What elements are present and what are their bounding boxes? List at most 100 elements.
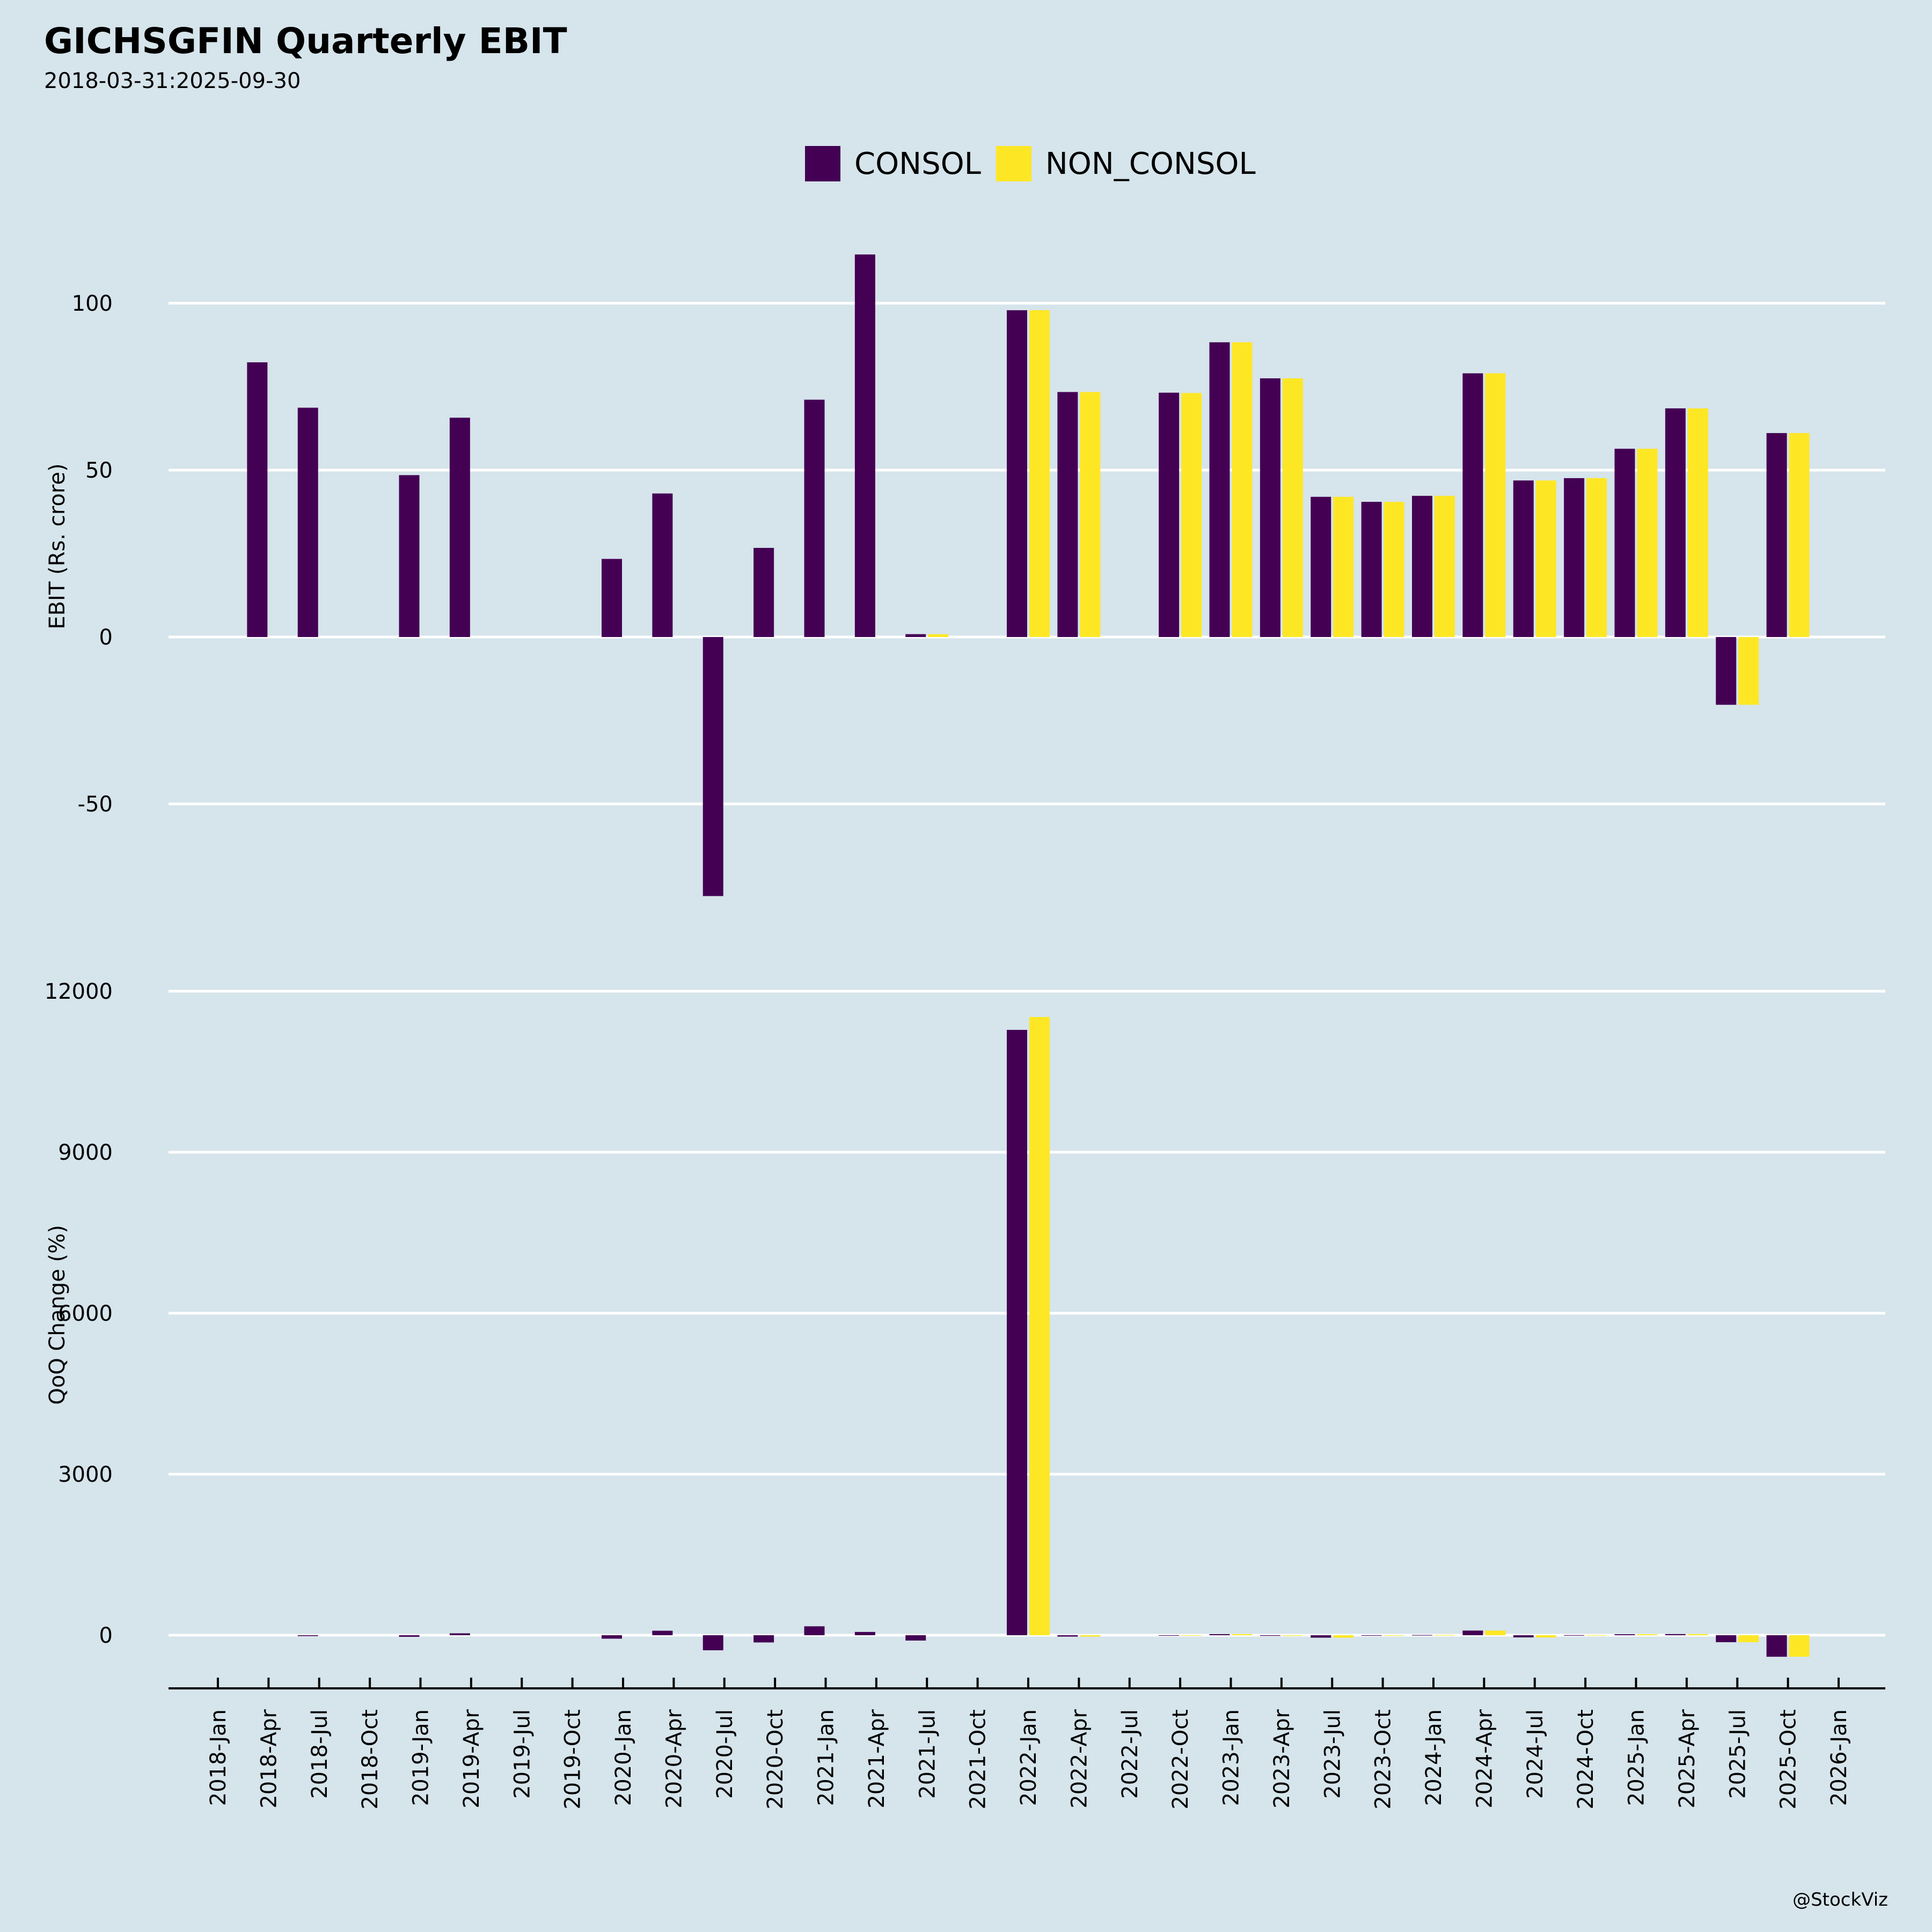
consol-qoq-bar[interactable] bbox=[399, 1635, 420, 1637]
non-consol-qoq-bar[interactable] bbox=[1485, 1630, 1506, 1635]
consol-ebit-bar[interactable] bbox=[1311, 496, 1331, 637]
consol-qoq-bar[interactable] bbox=[1209, 1634, 1230, 1635]
bottom-y-axis-title: QoQ Change (%) bbox=[45, 1225, 70, 1404]
consol-ebit-bar[interactable] bbox=[247, 362, 268, 637]
consol-ebit-bar[interactable] bbox=[1361, 502, 1382, 637]
consol-qoq-bar[interactable] bbox=[804, 1626, 825, 1635]
consol-ebit-bar[interactable] bbox=[1412, 495, 1432, 637]
non-consol-ebit-bar[interactable] bbox=[1586, 478, 1607, 637]
consol-ebit-bar[interactable] bbox=[602, 559, 622, 637]
consol-ebit-bar[interactable] bbox=[804, 399, 825, 637]
consol-ebit-bar[interactable] bbox=[1260, 378, 1280, 637]
x-tick-label: 2020-Jul bbox=[713, 1709, 737, 1799]
consol-qoq-bar[interactable] bbox=[1412, 1635, 1432, 1636]
bottom-panel-y-ticks: 12000 9000 6000 3000 0 bbox=[45, 979, 113, 1648]
consol-ebit-bar[interactable] bbox=[399, 475, 420, 637]
consol-ebit-bar[interactable] bbox=[1209, 342, 1230, 637]
x-tick-label: 2024-Jul bbox=[1523, 1709, 1548, 1799]
top-panel-bars bbox=[247, 254, 1810, 896]
consol-qoq-bar[interactable] bbox=[1260, 1635, 1280, 1636]
chart-subtitle: 2018-03-31:2025-09-30 bbox=[44, 69, 301, 93]
consol-qoq-bar[interactable] bbox=[702, 1635, 723, 1651]
consol-qoq-bar[interactable] bbox=[652, 1630, 673, 1635]
consol-qoq-bar[interactable] bbox=[1007, 1030, 1027, 1635]
top-panel-y-ticks: 100 50 0 -50 bbox=[72, 291, 113, 817]
non-consol-ebit-bar[interactable] bbox=[1637, 449, 1658, 637]
consol-qoq-bar[interactable] bbox=[449, 1633, 470, 1635]
consol-ebit-bar[interactable] bbox=[449, 418, 470, 637]
non-consol-ebit-bar[interactable] bbox=[1080, 392, 1101, 637]
consol-ebit-bar[interactable] bbox=[1513, 480, 1534, 637]
consol-ebit-bar[interactable] bbox=[1007, 310, 1027, 637]
legend-item-non-consol[interactable]: NON_CONSOL bbox=[996, 146, 1256, 181]
non-consol-qoq-bar[interactable] bbox=[1687, 1634, 1708, 1635]
consol-qoq-bar[interactable] bbox=[1716, 1635, 1737, 1642]
non-consol-ebit-bar[interactable] bbox=[1029, 310, 1050, 637]
consol-qoq-bar[interactable] bbox=[1361, 1635, 1382, 1636]
consol-ebit-bar[interactable] bbox=[1159, 392, 1180, 637]
non-consol-ebit-bar[interactable] bbox=[1789, 433, 1810, 637]
consol-qoq-bar[interactable] bbox=[1462, 1630, 1483, 1635]
consol-qoq-bar[interactable] bbox=[297, 1635, 318, 1636]
consol-ebit-bar[interactable] bbox=[1057, 392, 1078, 637]
legend-item-consol[interactable]: CONSOL bbox=[805, 146, 981, 181]
consol-qoq-bar[interactable] bbox=[1614, 1634, 1635, 1635]
top-y-tick-label: -50 bbox=[78, 792, 113, 817]
consol-qoq-bar[interactable] bbox=[1564, 1635, 1585, 1636]
non-consol-qoq-bar[interactable] bbox=[1586, 1635, 1607, 1636]
non-consol-qoq-bar[interactable] bbox=[1384, 1635, 1404, 1636]
consol-qoq-bar[interactable] bbox=[1159, 1635, 1180, 1636]
consol-ebit-bar[interactable] bbox=[1462, 373, 1483, 637]
consol-ebit-bar[interactable] bbox=[1564, 478, 1585, 637]
non-consol-qoq-bar[interactable] bbox=[1435, 1635, 1455, 1636]
consol-qoq-bar[interactable] bbox=[1513, 1635, 1534, 1638]
non-consol-ebit-bar[interactable] bbox=[1181, 393, 1202, 637]
consol-ebit-bar[interactable] bbox=[753, 547, 774, 637]
consol-qoq-bar[interactable] bbox=[1766, 1635, 1787, 1657]
consol-qoq-bar[interactable] bbox=[602, 1635, 622, 1639]
non-consol-qoq-bar[interactable] bbox=[1789, 1635, 1810, 1657]
non-consol-qoq-bar[interactable] bbox=[1333, 1635, 1354, 1638]
non-consol-qoq-bar[interactable] bbox=[1181, 1635, 1202, 1636]
legend-label-non-consol: NON_CONSOL bbox=[1045, 146, 1256, 181]
non-consol-ebit-bar[interactable] bbox=[1738, 637, 1759, 705]
non-consol-ebit-bar[interactable] bbox=[1384, 502, 1404, 637]
x-tick-label: 2019-Jan bbox=[409, 1709, 434, 1806]
consol-qoq-bar[interactable] bbox=[753, 1635, 774, 1643]
consol-ebit-bar[interactable] bbox=[702, 637, 723, 896]
non-consol-qoq-bar[interactable] bbox=[1080, 1635, 1101, 1637]
consol-ebit-bar[interactable] bbox=[905, 634, 926, 637]
non-consol-qoq-bar[interactable] bbox=[1029, 1017, 1050, 1635]
non-consol-qoq-bar[interactable] bbox=[1637, 1634, 1658, 1635]
consol-ebit-bar[interactable] bbox=[1665, 408, 1686, 637]
consol-qoq-bar[interactable] bbox=[1665, 1634, 1686, 1635]
consol-ebit-bar[interactable] bbox=[1716, 637, 1737, 705]
non-consol-ebit-bar[interactable] bbox=[1282, 378, 1303, 637]
consol-ebit-bar[interactable] bbox=[652, 493, 673, 637]
non-consol-ebit-bar[interactable] bbox=[1485, 373, 1506, 637]
x-tick-label: 2025-Apr bbox=[1675, 1709, 1700, 1808]
non-consol-ebit-bar[interactable] bbox=[1333, 496, 1354, 637]
x-tick-label: 2023-Jan bbox=[1219, 1709, 1244, 1806]
non-consol-qoq-bar[interactable] bbox=[1232, 1634, 1253, 1635]
x-tick-label: 2024-Apr bbox=[1472, 1709, 1497, 1808]
non-consol-qoq-bar[interactable] bbox=[1535, 1635, 1556, 1638]
non-consol-ebit-bar[interactable] bbox=[1687, 408, 1708, 637]
non-consol-qoq-bar[interactable] bbox=[1282, 1635, 1303, 1636]
consol-qoq-bar[interactable] bbox=[905, 1635, 926, 1641]
non-consol-ebit-bar[interactable] bbox=[928, 634, 949, 637]
consol-ebit-bar[interactable] bbox=[1766, 433, 1787, 637]
consol-qoq-bar[interactable] bbox=[854, 1631, 875, 1635]
non-consol-ebit-bar[interactable] bbox=[1535, 480, 1556, 637]
non-consol-ebit-bar[interactable] bbox=[1232, 342, 1253, 637]
consol-ebit-bar[interactable] bbox=[854, 254, 875, 637]
x-tick-label: 2025-Jan bbox=[1624, 1709, 1649, 1806]
non-consol-qoq-bar[interactable] bbox=[1738, 1635, 1759, 1642]
x-tick-label: 2024-Jan bbox=[1422, 1709, 1446, 1806]
non-consol-ebit-bar[interactable] bbox=[1435, 495, 1455, 637]
consol-ebit-bar[interactable] bbox=[1614, 449, 1635, 637]
consol-qoq-bar[interactable] bbox=[1311, 1635, 1331, 1638]
consol-ebit-bar[interactable] bbox=[297, 407, 318, 637]
consol-qoq-bar[interactable] bbox=[1057, 1635, 1078, 1637]
